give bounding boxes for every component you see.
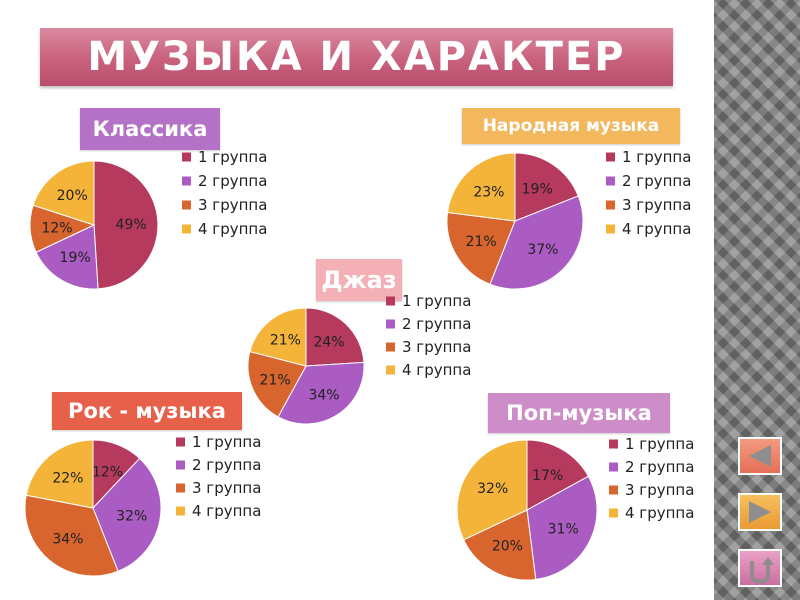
legend-label-jazz-2: 2 группа: [402, 315, 471, 333]
pie-slice-jazz-1: [305, 307, 365, 367]
pie-label-pop-3: 20%: [492, 539, 523, 555]
pie-chart-folk: 19% 37% 21% 23% 1 группа 2 группа 3 группа 4 гр…: [446, 148, 691, 290]
legend-label-jazz-1: 1 группа: [402, 292, 471, 310]
title-banner: МУЗЫКА И ХАРАКТЕР: [40, 28, 673, 86]
legend-label-rock-1: 1 группа: [192, 433, 261, 451]
pie-slice-folk-2: [489, 195, 584, 290]
legend-label-folk-1: 1 группа: [622, 148, 691, 166]
legend-swatch-rock-2: [176, 460, 185, 470]
pie-slice-pop-3: [462, 509, 537, 581]
pie-label-jazz-4: 21%: [270, 332, 301, 348]
legend-label-pop-1: 1 группа: [625, 435, 694, 453]
legend-swatch-jazz-3: [386, 342, 395, 352]
legend-swatch-rock-4: [176, 506, 185, 516]
pie-slice-jazz-4: [249, 307, 307, 367]
pie-slice-folk-3: [446, 211, 516, 285]
pie-label-rock-1: 12%: [92, 464, 123, 480]
pie-label-classic-1: 49%: [116, 217, 147, 233]
legend-swatch-folk-3: [606, 200, 615, 210]
legend-label-classic-1: 1 группа: [198, 148, 267, 166]
legend-label-pop-2: 2 группа: [625, 458, 694, 476]
pie-slice-classic-4: [32, 160, 95, 226]
legend-swatch-classic-4: [182, 224, 191, 234]
pie-chart-rock: 12% 32% 34% 22% 1 группа 2 группа 3 группа 4 гр…: [24, 433, 261, 577]
pie-slice-pop-1: [526, 439, 590, 511]
pie-slice-rock-3: [24, 494, 119, 577]
prev-slide-button[interactable]: [738, 437, 782, 475]
legend-swatch-jazz-2: [386, 319, 395, 329]
legend-label-jazz-4: 4 группа: [402, 361, 471, 379]
pie-slice-jazz-3: [247, 350, 307, 418]
pie-label-folk-3: 21%: [466, 234, 497, 250]
pie-label-jazz-3: 21%: [260, 372, 291, 388]
legend-swatch-rock-3: [176, 483, 185, 493]
chart-title-pop: Поп-музыка: [488, 393, 670, 433]
pie-label-pop-2: 31%: [548, 521, 579, 537]
return-arrow-icon: [750, 557, 774, 583]
pie-label-pop-1: 17%: [532, 468, 563, 484]
pie-label-classic-4: 20%: [57, 188, 88, 204]
return-button[interactable]: [738, 549, 782, 587]
pie-label-rock-2: 32%: [116, 508, 147, 524]
pie-slice-rock-2: [92, 457, 162, 572]
pie-slice-folk-4: [446, 152, 516, 222]
chart-title-folk: Народная музыка: [462, 108, 680, 144]
chart-title-rock: Рок - музыка: [52, 392, 242, 430]
pie-label-jazz-1: 24%: [313, 335, 344, 351]
pie-slice-classic-1: [93, 160, 159, 290]
next-slide-button[interactable]: [738, 493, 782, 531]
legend-swatch-classic-2: [182, 176, 191, 186]
legend-swatch-pop-2: [609, 462, 618, 472]
pie-label-rock-4: 22%: [52, 471, 83, 487]
legend-label-jazz-3: 3 группа: [402, 338, 471, 356]
legend-label-folk-3: 3 группа: [622, 196, 691, 214]
triangle-right-icon: [749, 501, 771, 523]
legend-swatch-jazz-1: [386, 296, 395, 306]
legend-label-folk-4: 4 группа: [622, 220, 691, 238]
legend-label-classic-4: 4 группа: [198, 220, 267, 238]
legend-label-rock-3: 3 группа: [192, 479, 261, 497]
pie-slice-pop-4: [456, 439, 528, 541]
legend-swatch-pop-1: [609, 439, 618, 449]
triangle-left-icon: [749, 445, 771, 467]
legend-label-rock-2: 2 группа: [192, 456, 261, 474]
pie-slice-jazz-2: [277, 361, 365, 425]
legend-swatch-pop-4: [609, 508, 618, 518]
legend-label-classic-3: 3 группа: [198, 196, 267, 214]
pie-label-folk-2: 37%: [527, 242, 558, 258]
legend-label-pop-3: 3 группа: [625, 481, 694, 499]
pie-label-classic-2: 19%: [60, 250, 91, 266]
legend-label-pop-4: 4 группа: [625, 504, 694, 522]
legend-label-classic-2: 2 группа: [198, 172, 267, 190]
pie-chart-classic: 49% 19% 12% 20% 1 группа 2 группа 3 группа 4 гр…: [29, 148, 267, 290]
legend-swatch-folk-4: [606, 224, 615, 234]
pie-label-folk-1: 19%: [522, 181, 553, 197]
legend-swatch-classic-3: [182, 200, 191, 210]
pie-slice-folk-1: [514, 152, 579, 222]
legend-swatch-rock-1: [176, 437, 185, 447]
pie-slice-rock-4: [25, 439, 94, 509]
pie-slice-pop-2: [526, 475, 598, 581]
pie-label-rock-3: 34%: [52, 531, 83, 547]
pie-slice-classic-2: [35, 224, 99, 290]
chart-title-classic: Классика: [80, 108, 220, 150]
pie-chart-jazz: 24% 34% 21% 21% 1 группа 2 группа 3 группа 4 гр…: [247, 292, 471, 425]
decorative-side-strip: [714, 0, 800, 600]
pie-label-pop-4: 32%: [477, 481, 508, 497]
pie-chart-pop: 17% 31% 20% 32% 1 группа 2 группа 3 группа 4 гр…: [456, 435, 694, 581]
chart-title-jazz: Джаз: [316, 259, 402, 301]
legend-swatch-pop-3: [609, 485, 618, 495]
legend-swatch-jazz-4: [386, 365, 395, 375]
legend-swatch-folk-1: [606, 152, 615, 162]
pie-label-classic-3: 12%: [41, 220, 72, 236]
legend-swatch-classic-1: [182, 152, 191, 162]
legend-label-folk-2: 2 группа: [622, 172, 691, 190]
page-title: МУЗЫКА И ХАРАКТЕР: [87, 34, 626, 80]
legend-label-rock-4: 4 группа: [192, 502, 261, 520]
pie-label-folk-4: 23%: [473, 184, 504, 200]
legend-swatch-folk-2: [606, 176, 615, 186]
pie-label-jazz-2: 34%: [308, 387, 339, 403]
